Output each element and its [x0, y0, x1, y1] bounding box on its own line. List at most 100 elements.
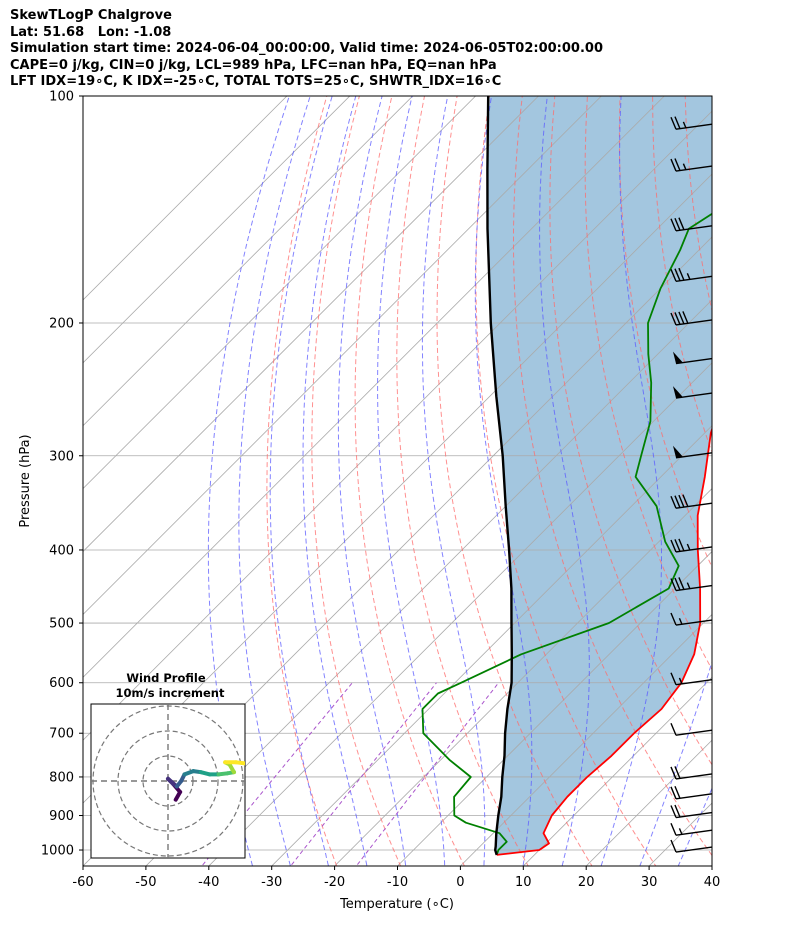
- x-axis-label: Temperature (∘C): [339, 897, 454, 912]
- mixing-ratio-line: [355, 682, 499, 866]
- barb-staff: [675, 793, 713, 800]
- barb-full: [674, 539, 681, 552]
- barb-staff: [675, 729, 713, 736]
- isotherm-line: [83, 96, 414, 427]
- x-tick-label: 0: [456, 875, 464, 890]
- barb-full: [678, 494, 685, 508]
- y-tick-label: 1000: [41, 844, 74, 859]
- barb-full: [674, 312, 681, 325]
- x-tick-label: -20: [324, 875, 345, 890]
- barb-staff: [675, 846, 713, 853]
- barb-staff: [675, 225, 713, 232]
- dry-adiabat: [513, 96, 712, 857]
- moist-adiabat: [539, 96, 590, 866]
- barb-full: [682, 494, 689, 507]
- dry-adiabat: [717, 62, 794, 882]
- barb-staff: [675, 502, 713, 509]
- inset-title: Wind Profile: [126, 671, 206, 685]
- moist-adiabat: [639, 660, 712, 866]
- moist-adiabat: [302, 96, 368, 866]
- y-tick-label: 600: [49, 676, 74, 691]
- cape-fill-layer: [487, 96, 712, 855]
- barb-full: [670, 786, 677, 800]
- barb-full: [674, 217, 681, 231]
- wind-barb: [670, 116, 713, 130]
- barb-full: [678, 267, 685, 281]
- barb-full: [678, 538, 685, 552]
- isotherm-line: [83, 96, 602, 615]
- y-tick-label: 300: [49, 449, 74, 464]
- barb-half: [678, 828, 683, 835]
- barb-full: [674, 495, 681, 508]
- isotherm-line: [83, 96, 477, 490]
- wind-barb: [670, 804, 713, 819]
- y-axis-label: Pressure (hPa): [18, 434, 33, 527]
- x-tick-label: -10: [387, 875, 408, 890]
- wind-barb: [670, 722, 713, 736]
- temperature-line: [496, 426, 712, 856]
- dry-adiabat: [549, 96, 712, 766]
- barb-staff: [675, 165, 713, 172]
- dry-adiabat: [311, 96, 402, 866]
- wind-barb: [670, 766, 713, 780]
- inset-subtitle: 10m/s increment: [116, 686, 225, 700]
- barb-full: [670, 158, 677, 172]
- barb-staff: [675, 546, 713, 553]
- barb-half: [682, 163, 687, 170]
- parcel-line: [486, 96, 513, 856]
- isotherm-line: [83, 110, 712, 741]
- y-tick-label: 500: [49, 617, 74, 632]
- barb-full: [670, 822, 677, 836]
- barb-half: [686, 543, 691, 551]
- wind-barb: [670, 577, 713, 592]
- barb-staff: [675, 829, 713, 836]
- barb-full: [674, 785, 681, 799]
- barb-pennant: [673, 445, 683, 458]
- background-lines: [83, 62, 794, 882]
- dry-adiabat: [266, 96, 338, 866]
- barb-half: [678, 677, 683, 685]
- isotherm-line: [83, 96, 540, 553]
- isotherm-line: [208, 362, 712, 866]
- barb-full: [674, 804, 681, 818]
- x-tick-label: -60: [72, 875, 93, 890]
- y-tick-label: 400: [49, 543, 74, 558]
- cape-shaded-area: [487, 96, 712, 855]
- barb-full: [670, 766, 677, 780]
- wind-barb: [673, 386, 713, 399]
- moist-adiabat: [238, 96, 311, 866]
- barb-staff: [675, 319, 713, 326]
- barb-half: [678, 617, 683, 625]
- barb-full: [670, 672, 677, 686]
- dewpoint-line: [421, 212, 712, 856]
- wind-barbs: [670, 116, 713, 853]
- y-tick-label: 800: [49, 770, 74, 785]
- dry-adiabat: [652, 96, 712, 454]
- barb-full: [674, 116, 681, 129]
- barb-staff: [675, 123, 713, 130]
- y-tick-label: 900: [49, 809, 74, 824]
- y-tick-label: 200: [49, 316, 74, 331]
- dry-adiabat: [748, 62, 794, 882]
- barb-full: [682, 311, 689, 324]
- barb-full: [678, 577, 685, 590]
- barb-full: [674, 577, 681, 591]
- location-line: Lat: 51.68 Lon: -1.08: [10, 24, 172, 40]
- chart-header: SkewTLogP Chalgrove Lat: 51.68 Lon: -1.0…: [10, 8, 603, 91]
- x-tick-label: 40: [704, 875, 721, 890]
- title-line: SkewTLogP Chalgrove: [10, 8, 172, 23]
- wind-barb: [673, 445, 713, 459]
- barb-half: [686, 273, 691, 280]
- barb-staff: [675, 584, 713, 592]
- wind-barb: [670, 311, 713, 326]
- barb-full: [670, 116, 677, 130]
- y-tick-label: 700: [49, 727, 74, 742]
- barb-pennant: [673, 351, 683, 364]
- isotherm-line: [522, 676, 712, 866]
- wind-barb: [670, 158, 713, 172]
- isotherm-line: [585, 739, 712, 866]
- dry-adiabat: [396, 96, 529, 866]
- x-tick-label: 10: [515, 875, 532, 890]
- x-tick-label: -40: [198, 875, 219, 890]
